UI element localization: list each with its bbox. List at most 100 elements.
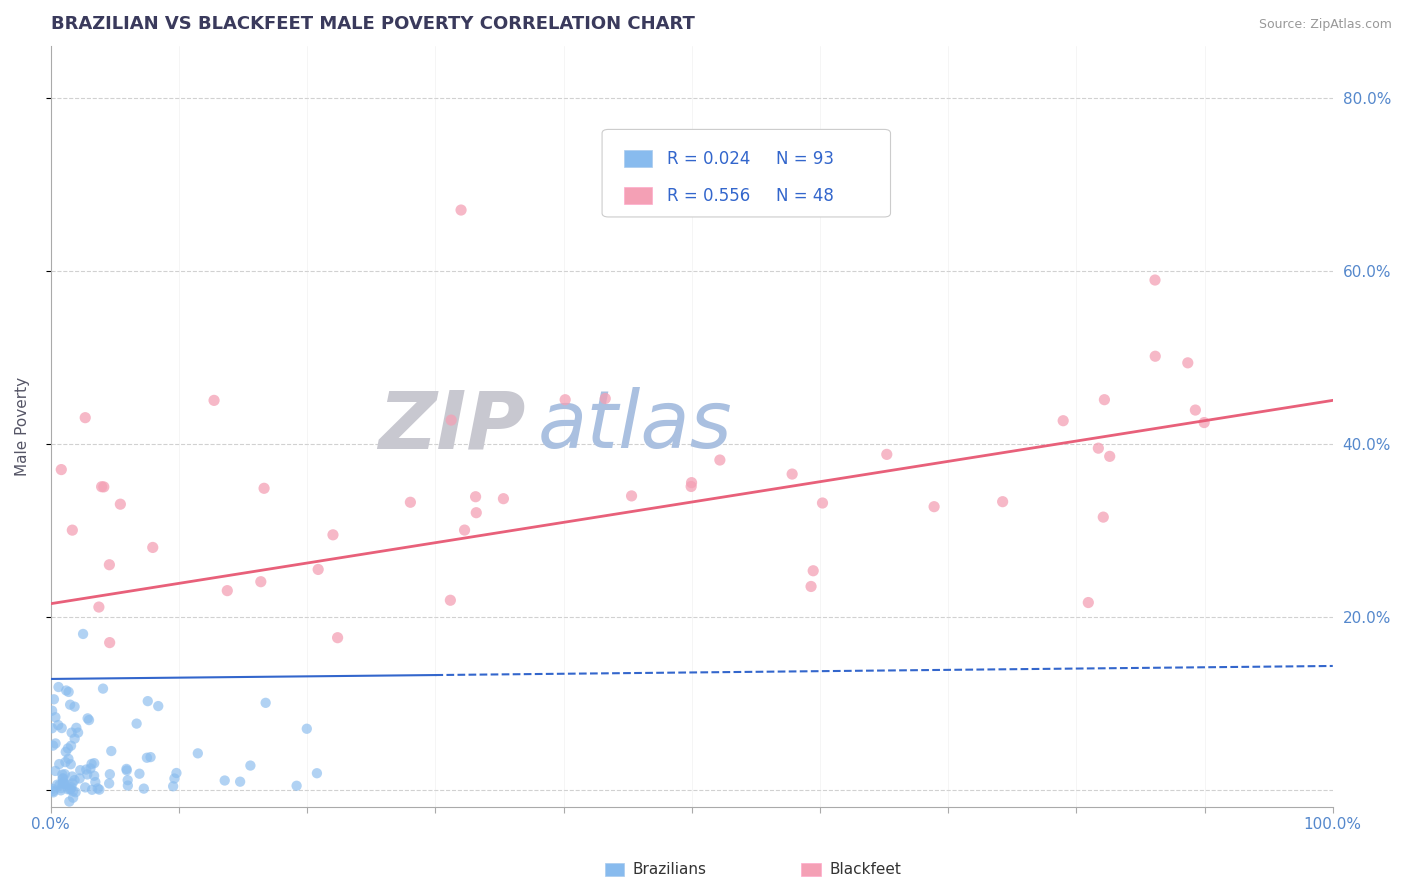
Point xyxy=(55,745,77,759)
Point xyxy=(75,763,97,777)
Point xyxy=(69,763,91,777)
Point xyxy=(42,692,65,706)
Point xyxy=(620,489,643,503)
Point xyxy=(163,772,186,786)
FancyBboxPatch shape xyxy=(624,187,652,204)
Point xyxy=(55,683,77,698)
Point xyxy=(136,694,159,708)
Point xyxy=(75,780,97,795)
FancyBboxPatch shape xyxy=(624,151,652,167)
Point xyxy=(1092,392,1115,407)
Point xyxy=(253,481,276,495)
Point xyxy=(51,462,73,476)
Point xyxy=(1092,510,1115,524)
Point xyxy=(58,795,80,809)
Text: ZIP: ZIP xyxy=(378,387,526,466)
Text: Brazilians: Brazilians xyxy=(633,863,707,877)
Point xyxy=(46,718,69,732)
Point xyxy=(217,583,239,598)
Point xyxy=(67,725,90,739)
Point xyxy=(117,779,139,793)
Point xyxy=(41,704,63,718)
Point xyxy=(98,635,121,649)
Point xyxy=(440,413,463,427)
Point xyxy=(72,627,94,641)
Point xyxy=(305,766,328,780)
Point xyxy=(1177,356,1199,370)
Point xyxy=(801,564,824,578)
Text: R = 0.024: R = 0.024 xyxy=(668,150,751,168)
Point xyxy=(453,523,475,537)
Point xyxy=(48,757,70,772)
Point xyxy=(52,775,75,789)
Point xyxy=(87,600,110,615)
Point xyxy=(464,490,486,504)
Point xyxy=(322,528,344,542)
Point xyxy=(48,778,70,792)
Point xyxy=(1184,403,1206,417)
Point xyxy=(1077,595,1099,609)
Point xyxy=(63,699,86,714)
Point xyxy=(187,747,209,761)
Point xyxy=(681,475,703,490)
Point xyxy=(83,769,105,783)
Point xyxy=(115,762,138,776)
Point xyxy=(52,772,75,786)
Point xyxy=(202,393,225,408)
Point xyxy=(63,731,86,746)
Point xyxy=(465,506,488,520)
Point xyxy=(59,781,82,796)
Point xyxy=(52,776,75,790)
Point xyxy=(1087,441,1109,455)
Y-axis label: Male Poverty: Male Poverty xyxy=(15,376,30,476)
Point xyxy=(60,780,83,794)
Point xyxy=(60,725,83,739)
Point xyxy=(77,713,100,727)
Point xyxy=(46,778,69,792)
Point xyxy=(60,523,83,537)
Point xyxy=(165,766,187,780)
Point xyxy=(98,558,121,572)
Point xyxy=(60,769,83,783)
Point xyxy=(63,773,86,788)
Point xyxy=(214,773,236,788)
Point xyxy=(117,773,139,788)
Point xyxy=(98,776,121,790)
Point xyxy=(132,781,155,796)
Point xyxy=(811,496,834,510)
Point xyxy=(110,497,132,511)
Point xyxy=(1098,450,1121,464)
Point xyxy=(876,447,898,461)
Point xyxy=(80,782,103,797)
Point xyxy=(295,722,318,736)
Text: atlas: atlas xyxy=(538,387,733,466)
Point xyxy=(41,721,63,735)
Point xyxy=(128,766,150,780)
Point xyxy=(42,785,65,799)
Point xyxy=(51,781,73,796)
Point xyxy=(229,774,252,789)
Text: N = 48: N = 48 xyxy=(776,186,834,204)
Point xyxy=(52,771,75,785)
Point xyxy=(62,790,84,805)
Point xyxy=(51,721,73,735)
Point xyxy=(139,750,162,764)
Point xyxy=(80,756,103,771)
Point xyxy=(65,785,87,799)
Point xyxy=(58,685,80,699)
Point xyxy=(1052,414,1074,428)
Point xyxy=(60,739,83,753)
Point xyxy=(42,739,65,753)
Point xyxy=(55,755,77,769)
Point xyxy=(59,698,82,712)
Point xyxy=(55,777,77,791)
Point xyxy=(51,767,73,781)
Point xyxy=(922,500,945,514)
Point xyxy=(800,579,823,593)
Point xyxy=(84,775,107,789)
Point xyxy=(709,453,731,467)
Point xyxy=(239,758,262,772)
Point xyxy=(93,480,115,494)
Point xyxy=(162,779,184,793)
Point xyxy=(87,781,110,796)
